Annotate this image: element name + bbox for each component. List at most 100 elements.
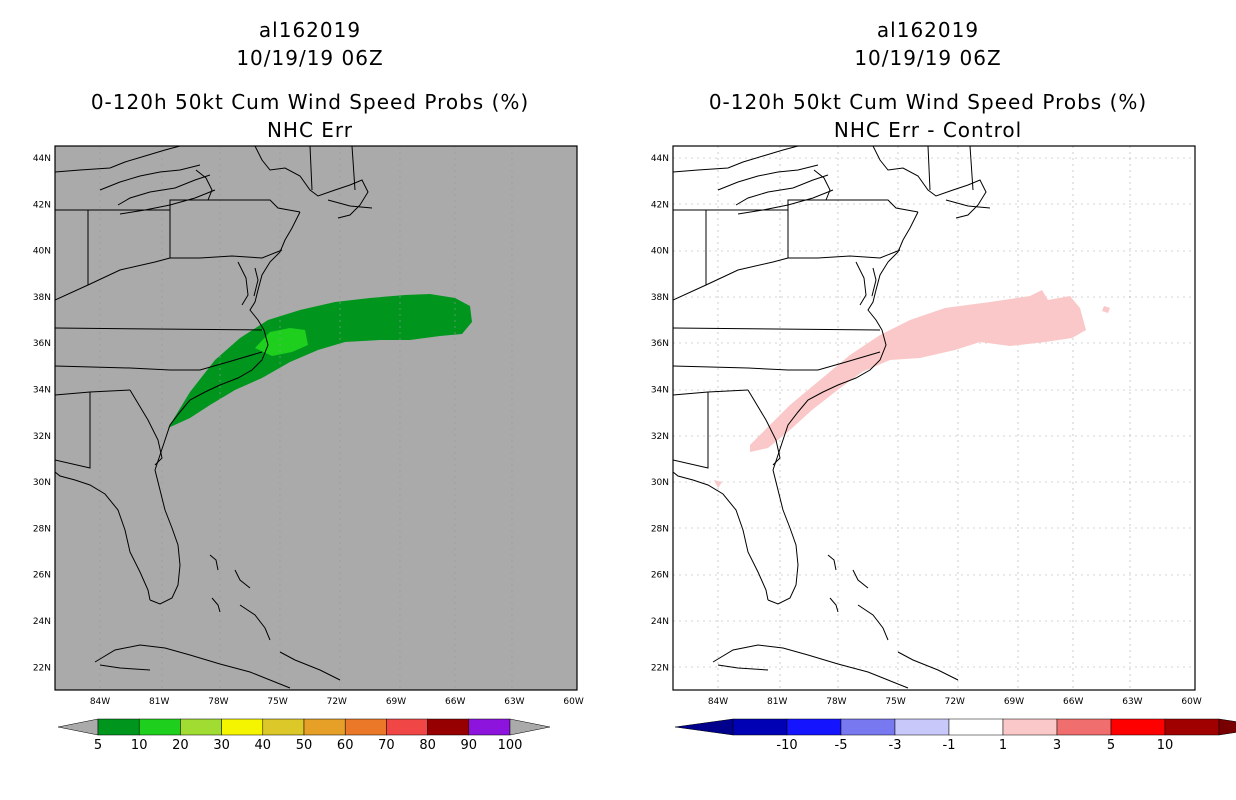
lat-label: 44N <box>651 154 669 164</box>
colorbar-label: 80 <box>419 738 436 753</box>
lat-label: 34N <box>651 386 669 396</box>
colorbar-right-arrow <box>1218 718 1236 736</box>
left-product-title: 0-120h 50kt Cum Wind Speed Probs (%) <box>90 90 530 114</box>
colorbar-label: 90 <box>461 738 478 753</box>
colorbar-swatch <box>894 718 950 736</box>
lat-label: 30N <box>651 478 669 488</box>
colorbar-swatch <box>303 718 346 736</box>
lon-label: 69W <box>386 697 406 707</box>
right-map-background <box>673 146 1195 690</box>
lat-label: 36N <box>651 339 669 349</box>
right-lon-labels: 84W 81W 78W 75W 72W 69W 66W 63W 60W <box>708 697 1202 707</box>
colorbar-label: 5 <box>94 738 102 753</box>
lon-label: 72W <box>945 697 965 707</box>
colorbar-label: -1 <box>943 738 956 753</box>
left-grid <box>99 146 513 690</box>
colorbar-right-arrow <box>509 718 551 736</box>
lat-label: 28N <box>33 524 51 534</box>
colorbar-swatch <box>138 718 181 736</box>
lat-label: 22N <box>651 663 669 673</box>
colorbar-swatch <box>1110 718 1166 736</box>
lon-label: 75W <box>267 697 287 707</box>
colorbar-label: 70 <box>378 738 395 753</box>
colorbar-label: 20 <box>172 738 189 753</box>
lat-label: 44N <box>33 154 51 164</box>
lat-label: 42N <box>33 200 51 210</box>
colorbar-swatch <box>468 718 511 736</box>
lat-label: 38N <box>651 293 669 303</box>
right-storm-id: al162019 <box>876 18 980 42</box>
colorbar-label: 60 <box>337 738 354 753</box>
right-product-title: 0-120h 50kt Cum Wind Speed Probs (%) <box>708 90 1148 114</box>
left-subtitle: NHC Err <box>266 118 354 142</box>
lat-label: 30N <box>33 478 51 488</box>
lat-label: 24N <box>651 617 669 627</box>
lat-label: 38N <box>33 293 51 303</box>
colorbar-swatch <box>786 718 842 736</box>
left-lon-labels: 84W 81W 78W 75W 72W 69W 66W 63W 60W <box>90 697 584 707</box>
colorbar-swatch <box>386 718 428 736</box>
lon-label: 84W <box>90 697 110 707</box>
lat-label: 40N <box>33 247 51 257</box>
colorbar-label: -10 <box>776 738 797 753</box>
colorbar-swatch <box>427 718 470 736</box>
lon-label: 78W <box>826 697 846 707</box>
colorbar-label: -5 <box>835 738 848 753</box>
right-diff-speck <box>1102 306 1110 313</box>
colorbar-left-arrow <box>57 718 99 736</box>
lon-label: 66W <box>1063 697 1083 707</box>
colorbar-label: 1 <box>999 738 1007 753</box>
colorbar-swatch <box>1002 718 1058 736</box>
colorbar-label: 3 <box>1053 738 1061 753</box>
colorbar-swatch <box>344 718 387 736</box>
right-diff-speck-2 <box>714 480 722 488</box>
colorbar-swatch <box>732 718 788 736</box>
lon-label: 63W <box>504 697 524 707</box>
lat-label: 36N <box>33 339 51 349</box>
colorbar-swatch <box>840 718 896 736</box>
lat-label: 26N <box>651 571 669 581</box>
colorbar-swatch <box>948 718 1004 736</box>
lon-label: 60W <box>1181 697 1201 707</box>
right-grid <box>673 146 1195 690</box>
lat-label: 40N <box>651 247 669 257</box>
lat-label: 32N <box>651 432 669 442</box>
right-datetime: 10/19/19 06Z <box>854 46 1002 70</box>
colorbar-label: 100 <box>498 738 523 753</box>
left-datetime: 10/19/19 06Z <box>236 46 384 70</box>
colorbar-label: -3 <box>889 738 902 753</box>
right-map-frame <box>672 145 1196 691</box>
colorbar-swatch <box>221 718 264 736</box>
right-colorbar: -10 -5 -3 -1 1 3 5 10 <box>674 718 1236 753</box>
right-lat-labels: 44N 42N 40N 38N 36N 34N 32N 30N 28N 26N 24N 22N <box>651 154 669 673</box>
colorbar-swatch <box>180 718 222 736</box>
colorbar-label: 50 <box>296 738 313 753</box>
lon-label: 75W <box>885 697 905 707</box>
colorbar-left-arrow <box>674 718 734 736</box>
left-lat-labels: 44N 42N 40N 38N 36N 34N 32N 30N 28N 26N 24N 22N <box>33 154 51 673</box>
lat-label: 22N <box>33 663 51 673</box>
right-subtitle: NHC Err - Control <box>833 118 1023 142</box>
left-swath-5pct <box>168 294 472 428</box>
colorbar-swatch <box>97 718 140 736</box>
lat-label: 24N <box>33 617 51 627</box>
lon-label: 72W <box>327 697 347 707</box>
left-map-frame <box>54 145 578 691</box>
lon-label: 78W <box>208 697 228 707</box>
colorbar-swatch <box>262 718 305 736</box>
colorbar-label: 10 <box>1157 738 1174 753</box>
colorbar-label: 5 <box>1107 738 1115 753</box>
right-map-panel: 44N 42N 40N 38N 36N 34N 32N 30N 28N 26N 24N 22N 84W… <box>651 145 1236 753</box>
lat-label: 26N <box>33 571 51 581</box>
right-diff-swath <box>750 290 1086 452</box>
lat-label: 34N <box>33 386 51 396</box>
lon-label: 81W <box>767 697 787 707</box>
colorbar-swatch <box>1164 718 1220 736</box>
left-map-panel: 44N 42N 40N 38N 36N 34N 32N 30N 28N 26N 24N 22N 84W… <box>33 145 584 753</box>
left-storm-id: al162019 <box>258 18 362 42</box>
lon-label: 84W <box>708 697 728 707</box>
left-swath-10pct <box>255 328 308 356</box>
lon-label: 63W <box>1122 697 1142 707</box>
lon-label: 60W <box>563 697 583 707</box>
